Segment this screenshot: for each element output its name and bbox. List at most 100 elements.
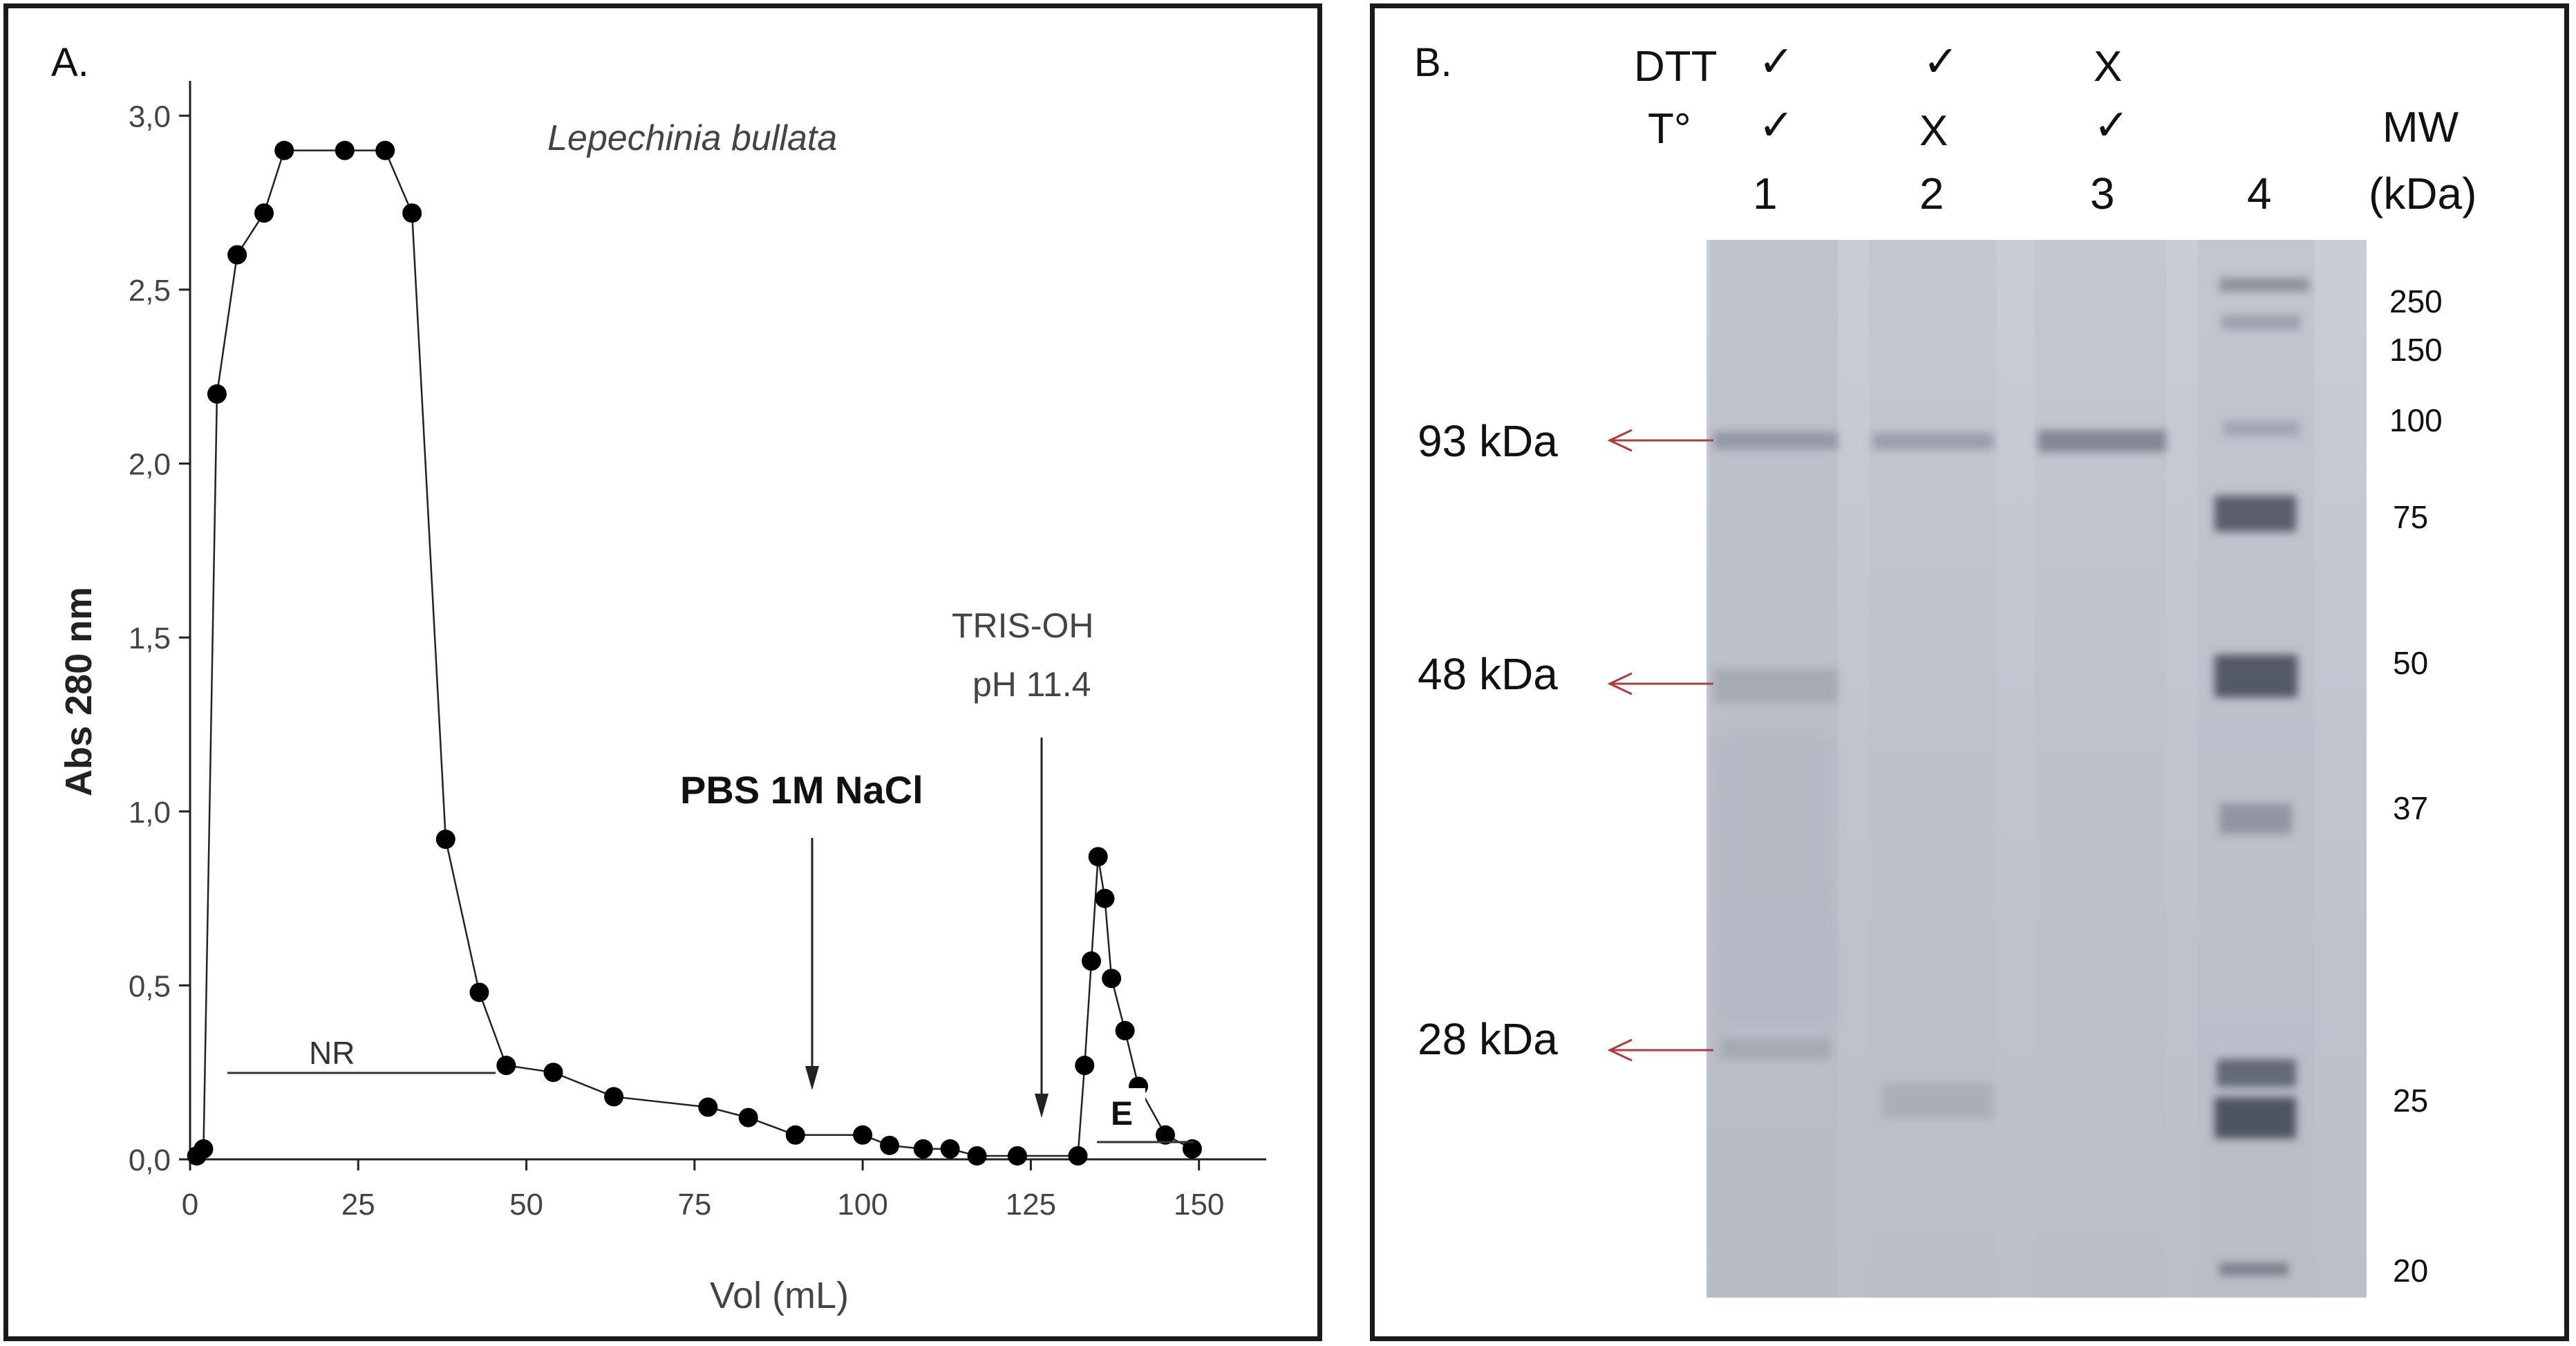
e-label-box [1104,1088,1145,1132]
arrow-28kda-head [1607,1038,1633,1062]
band-93kda-lane-1 [1713,431,1838,449]
dtt-mark-lane-2: ✓ [1923,38,1959,86]
y-tick-label: 2,0 [129,448,171,482]
ladder-label-150: 150 [2389,332,2443,368]
arrow-93kda-head [1607,429,1633,452]
data-point [375,140,395,160]
band-label-28kda: 28 kDa [1418,1014,1558,1064]
nr-label: NR [309,1035,355,1071]
ladder-label-75: 75 [2393,499,2428,535]
temp-mark-lane-1: ✓ [1758,102,1794,149]
data-point [940,1139,960,1159]
data-point [738,1107,758,1128]
ladder-label-250: 250 [2389,283,2443,319]
x-tick-label: 50 [509,1188,543,1222]
y-tick-label: 0,0 [129,1143,171,1177]
data-point [543,1063,563,1083]
mw-unit-label: (kDa) [2369,169,2476,218]
gel-figure: DTT T° ✓ ✓ X ✓ X ✓ 1 2 3 4 MW (kDa) [1418,38,2476,1298]
tris-label-line2: pH 11.4 [972,665,1091,704]
data-point [254,203,274,223]
data-point [1102,969,1122,989]
dtt-label: DTT [1634,43,1718,91]
y-tick-label: 0,5 [129,969,171,1003]
dtt-mark-lane-1: ✓ [1758,38,1794,86]
ladder-band-75 [2215,496,2296,532]
ladder-band-25 [2215,1097,2296,1139]
pbs-label: PBS 1M NaCl [680,768,923,812]
band-93kda-lane-3 [2038,430,2166,452]
x-tick-label: 125 [1006,1188,1056,1222]
y-axis-label: Abs 280 nm [58,587,100,796]
data-point [1007,1146,1027,1166]
data-point [402,203,422,223]
data-point [604,1087,624,1107]
ladder-band-28 [2217,1059,2296,1087]
x-tick-label: 100 [837,1188,887,1222]
data-point [1068,1146,1088,1166]
ladder-band-100 [2224,421,2300,436]
x-axis-label: Vol (mL) [710,1275,849,1316]
data-point [1081,951,1101,971]
ladder-band-150 [2221,315,2301,330]
mw-label: MW [2382,104,2459,151]
y-tick-label: 1,5 [129,621,171,655]
data-point [496,1056,516,1076]
band-48kda-lane-1 [1713,669,1838,703]
arrow-48kda-head [1607,672,1633,695]
panel-a-chromatogram: A. 0,0 0,5 1,0 1,5 2,0 2,5 3,0 0 25 50 75 100 125 15… [3,3,1322,1341]
data-point [853,1125,873,1145]
temperature-label: T° [1648,105,1691,153]
series-line [196,149,1193,1157]
lane-number-3: 3 [2090,169,2115,218]
ladder-label-100: 100 [2389,402,2443,438]
ladder-label-20: 20 [2393,1253,2428,1289]
lane-number-2: 2 [1919,169,1944,218]
data-point [913,1139,933,1159]
data-point [435,830,455,850]
lane-number-1: 1 [1753,169,1778,218]
data-point [469,982,489,1002]
data-point [880,1135,900,1155]
e-label: E [1111,1096,1133,1132]
tris-label-line1: TRIS-OH [952,606,1094,645]
band-93kda-lane-2 [1872,433,1993,449]
panel-b-letter: B. [1414,40,1452,85]
data-point [335,140,355,160]
data-point [274,140,294,160]
ladder-label-50: 50 [2393,645,2428,681]
pbs-arrow-head [805,1066,819,1090]
x-tick-label: 75 [677,1188,711,1222]
temp-mark-lane-2: X [1919,107,1948,155]
panel-a-letter: A. [51,40,89,85]
x-tick-label: 0 [182,1188,198,1222]
data-point [698,1097,718,1117]
ladder-label-25: 25 [2393,1083,2428,1119]
y-tick-label: 3,0 [129,100,171,133]
ladder-band-37 [2219,803,2292,834]
dtt-mark-lane-3: X [2094,43,2122,91]
temp-mark-lane-3: ✓ [2094,102,2130,149]
ladder-label-37: 37 [2393,790,2428,826]
band-label-48kda: 48 kDa [1418,649,1558,699]
data-point [785,1125,805,1145]
chromatogram-chart: 0,0 0,5 1,0 1,5 2,0 2,5 3,0 0 25 50 75 100 125 150 N… [58,81,1266,1316]
y-tick-label: 1,0 [129,796,171,830]
gel-lane-2-shade [1869,240,1997,1298]
data-point [1115,1020,1135,1040]
ladder-band-250 [2219,278,2309,292]
pbs-label-box [639,745,1005,834]
ladder-band-20 [2219,1263,2288,1275]
band-25kda-lane-2 [1883,1083,1993,1118]
tris-arrow-head [1035,1094,1049,1118]
data-point [207,384,227,404]
data-point [1088,847,1108,867]
y-tick-label: 2,5 [129,274,171,308]
data-point [1075,1056,1095,1076]
band-28kda-lane-1 [1720,1038,1831,1059]
lane-number-4: 4 [2247,169,2272,218]
gel-lane-3-shade [2035,240,2166,1298]
data-point [194,1139,214,1159]
data-point [1095,888,1115,908]
x-tick-label: 25 [341,1188,375,1222]
